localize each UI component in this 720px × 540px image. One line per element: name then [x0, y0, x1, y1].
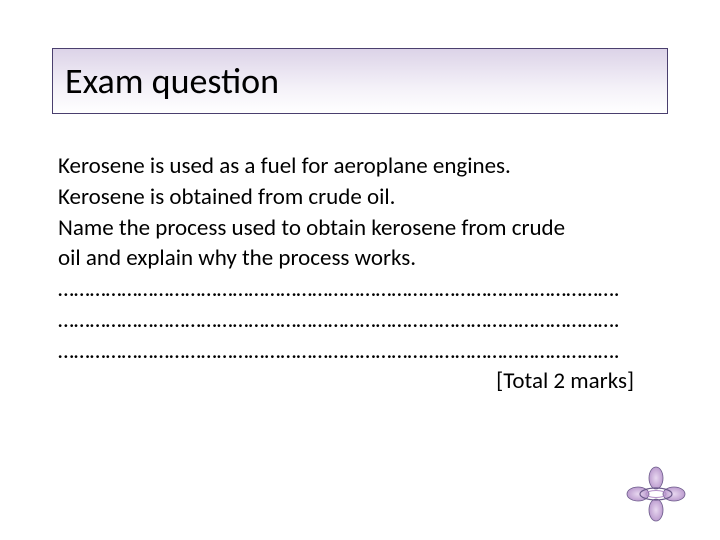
body-line-4: oil and explain why the process works. [58, 244, 662, 273]
body-line-1: Kerosene is used as a fuel for aeroplane… [58, 152, 662, 181]
orbital-icon [624, 466, 688, 522]
marks-line: [Total 2 marks] [58, 367, 662, 395]
question-body: Kerosene is used as a fuel for aeroplane… [58, 152, 662, 395]
title-text: Exam question [65, 59, 279, 103]
answer-line-2: ……………………………………………………………………………………………. [58, 306, 662, 335]
answer-line-3: ……………………………………………………………………………………………. [58, 337, 662, 366]
title-box: Exam question [52, 48, 668, 114]
answer-line-1: ……………………………………………………………………………………………. [58, 275, 662, 304]
body-line-2: Kerosene is obtained from crude oil. [58, 183, 662, 212]
body-line-3: Name the process used to obtain kerosene… [58, 214, 662, 243]
